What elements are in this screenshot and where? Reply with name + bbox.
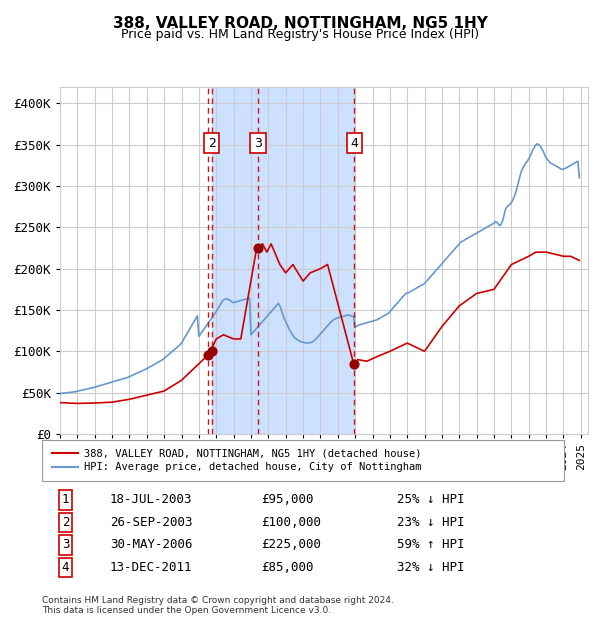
Text: 1: 1: [62, 494, 69, 507]
Text: 4: 4: [62, 561, 69, 574]
Text: 3: 3: [254, 136, 262, 149]
Text: 26-SEP-2003: 26-SEP-2003: [110, 516, 193, 529]
Text: 2: 2: [62, 516, 69, 529]
Text: Contains HM Land Registry data © Crown copyright and database right 2024.
This d: Contains HM Land Registry data © Crown c…: [42, 596, 394, 615]
Text: Price paid vs. HM Land Registry's House Price Index (HPI): Price paid vs. HM Land Registry's House …: [121, 28, 479, 41]
Text: 25% ↓ HPI: 25% ↓ HPI: [397, 494, 464, 507]
Text: £100,000: £100,000: [261, 516, 321, 529]
Point: [207, 347, 217, 356]
Text: 32% ↓ HPI: 32% ↓ HPI: [397, 561, 464, 574]
Text: 30-MAY-2006: 30-MAY-2006: [110, 539, 193, 551]
Bar: [212, 87, 354, 434]
Text: 13-DEC-2011: 13-DEC-2011: [110, 561, 193, 574]
Point: [349, 359, 359, 369]
FancyBboxPatch shape: [42, 440, 564, 480]
Text: 18-JUL-2003: 18-JUL-2003: [110, 494, 193, 507]
Text: 23% ↓ HPI: 23% ↓ HPI: [397, 516, 464, 529]
Text: 2: 2: [208, 136, 215, 149]
Legend: 388, VALLEY ROAD, NOTTINGHAM, NG5 1HY (detached house), HPI: Average price, deta: 388, VALLEY ROAD, NOTTINGHAM, NG5 1HY (d…: [47, 443, 427, 477]
Text: 4: 4: [350, 136, 358, 149]
Point: [203, 350, 213, 360]
Text: 3: 3: [62, 539, 69, 551]
Text: £95,000: £95,000: [261, 494, 314, 507]
Text: £85,000: £85,000: [261, 561, 314, 574]
Text: 59% ↑ HPI: 59% ↑ HPI: [397, 539, 464, 551]
Point: [253, 243, 263, 253]
Text: £225,000: £225,000: [261, 539, 321, 551]
Text: 388, VALLEY ROAD, NOTTINGHAM, NG5 1HY: 388, VALLEY ROAD, NOTTINGHAM, NG5 1HY: [113, 16, 487, 30]
